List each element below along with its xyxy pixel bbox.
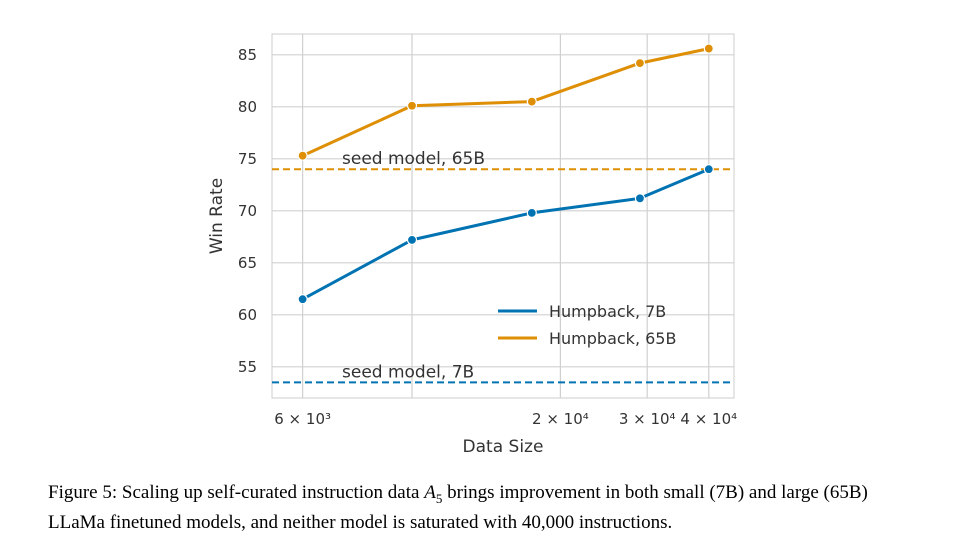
data-point <box>526 96 537 107</box>
win-rate-chart: seed model, 65B seed model, 7B 55 60 65 70 75… <box>207 33 737 457</box>
data-point <box>406 234 418 246</box>
figure-caption: Figure 5: Scaling up self-curated instru… <box>48 481 918 535</box>
data-point <box>634 193 646 204</box>
legend-label: Humpback, 65B <box>549 329 676 348</box>
data-point <box>297 294 308 305</box>
legend: Humpback, 7B Humpback, 65B <box>498 302 676 348</box>
caption-subscript: 5 <box>435 490 443 506</box>
y-tick-label: 80 <box>238 98 257 116</box>
x-tick-label: 4 × 10⁴ <box>680 410 737 428</box>
y-tick-label: 70 <box>238 202 257 220</box>
y-tick-label: 60 <box>238 306 257 324</box>
caption-prefix: Figure 5: Scaling up self-curated instru… <box>48 482 420 503</box>
y-tick-label: 75 <box>238 150 257 168</box>
data-point <box>703 164 714 175</box>
y-axis-label: Win Rate <box>207 178 227 254</box>
data-point <box>634 58 646 69</box>
data-point <box>703 43 714 54</box>
y-tick-label: 55 <box>238 358 257 376</box>
x-axis-label: Data Size <box>463 437 544 457</box>
x-tick-label: 3 × 10⁴ <box>619 410 676 428</box>
reference-lines: seed model, 65B seed model, 7B <box>272 149 734 384</box>
data-point <box>406 100 418 111</box>
x-tick-labels: 6 × 10³ 2 × 10⁴ 3 × 10⁴ 4 × 10⁴ <box>274 410 737 428</box>
caption-suffix: brings improvement in both small (7B) an… <box>48 482 868 533</box>
seed-reference-label: seed model, 65B <box>342 149 485 169</box>
y-tick-label: 85 <box>238 46 257 64</box>
data-point <box>526 207 537 218</box>
x-tick-label: 2 × 10⁴ <box>532 410 589 428</box>
series-markers <box>297 43 714 305</box>
legend-label: Humpback, 7B <box>549 302 666 321</box>
y-tick-label: 65 <box>238 254 257 272</box>
gridlines <box>272 34 734 398</box>
seed-reference-label: seed model, 7B <box>342 362 474 382</box>
caption-symbol: A <box>424 482 436 503</box>
y-tick-labels: 55 60 65 70 75 80 85 <box>238 46 257 376</box>
data-point <box>297 150 308 161</box>
x-tick-label: 6 × 10³ <box>274 410 331 428</box>
